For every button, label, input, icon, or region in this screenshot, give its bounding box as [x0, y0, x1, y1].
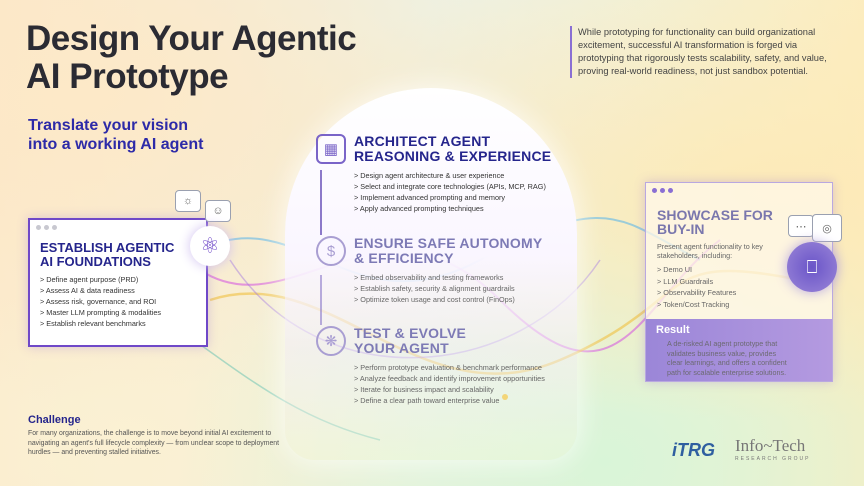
puzzle-icon: ▦ [316, 134, 346, 164]
step-title: ENSURE SAFE AUTONOMY & EFFICIENCY [354, 235, 543, 266]
step-items: > Embed observability and testing framew… [354, 273, 515, 304]
robot-icon: ☺ [205, 200, 231, 222]
brain-icon: ☼ [175, 190, 201, 212]
card-items: > Demo UI > LLM Guardrails > Observability… [657, 265, 737, 309]
result-text: A de-risked AI agent prototype that vali… [667, 339, 787, 377]
card-items: > Define agent purpose (PRD) > Assess AI … [40, 275, 162, 328]
page-subtitle: Translate your vision into a working AI a… [28, 116, 203, 154]
challenge-text: For many organizations, the challenge is… [28, 430, 280, 456]
intro-quote: While prototyping for functionality can … [570, 26, 845, 78]
itrg-logo: iTRG [672, 440, 715, 460]
monitor-icon: ⎕ [787, 242, 837, 292]
title-line: AI Prototype [26, 57, 229, 96]
subtitle-line: Translate your vision [28, 117, 189, 134]
foundations-card: ESTABLISH AGENTIC AI FOUNDATIONS > Define… [28, 218, 208, 347]
step-title: TEST & EVOLVE YOUR AGENT [354, 325, 467, 356]
step-title: ARCHITECT AGENT REASONING & EXPERIENCE [354, 133, 552, 164]
step-items: > Perform prototype evaluation & benchma… [354, 363, 545, 405]
result-title: Result [656, 324, 690, 336]
infotech-logo: Info~Tech RESEARCH GROUP [735, 436, 811, 462]
subtitle-line: into a working AI agent [28, 136, 204, 153]
page-title: Design Your Agentic AI Prototype [26, 19, 357, 96]
target-icon: ◎ [812, 214, 842, 242]
network-icon: ❋ [316, 326, 346, 356]
result-section: Result A de-risked AI agent prototype tha… [646, 319, 832, 381]
center-arch [285, 88, 577, 460]
card-title: SHOWCASE FOR BUY-IN [657, 207, 773, 237]
card-title: ESTABLISH AGENTIC AI FOUNDATIONS [40, 240, 175, 269]
card-intro: Present agent functionality to key stake… [657, 242, 763, 260]
window-dots [30, 220, 206, 235]
shield-dollar-icon: $ [316, 236, 346, 266]
connector-line [320, 275, 322, 325]
step-architect: ▦ ARCHITECT AGENT REASONING & EXPERIENCE … [316, 134, 566, 214]
title-line: Design Your Agentic [26, 19, 357, 58]
challenge-title: Challenge [28, 414, 81, 426]
step-safe-autonomy: $ ENSURE SAFE AUTONOMY & EFFICIENCY > Emb… [316, 236, 566, 305]
chat-icon: ⋯ [788, 215, 814, 237]
step-test-evolve: ❋ TEST & EVOLVE YOUR AGENT > Perform prot… [316, 326, 566, 406]
connector-line [320, 170, 322, 235]
step-items: > Design agent architecture & user exper… [354, 171, 546, 213]
challenge-section: Challenge For many organizations, the ch… [28, 414, 298, 458]
atom-icon: ⚛ [190, 226, 230, 266]
window-dots [646, 183, 832, 198]
